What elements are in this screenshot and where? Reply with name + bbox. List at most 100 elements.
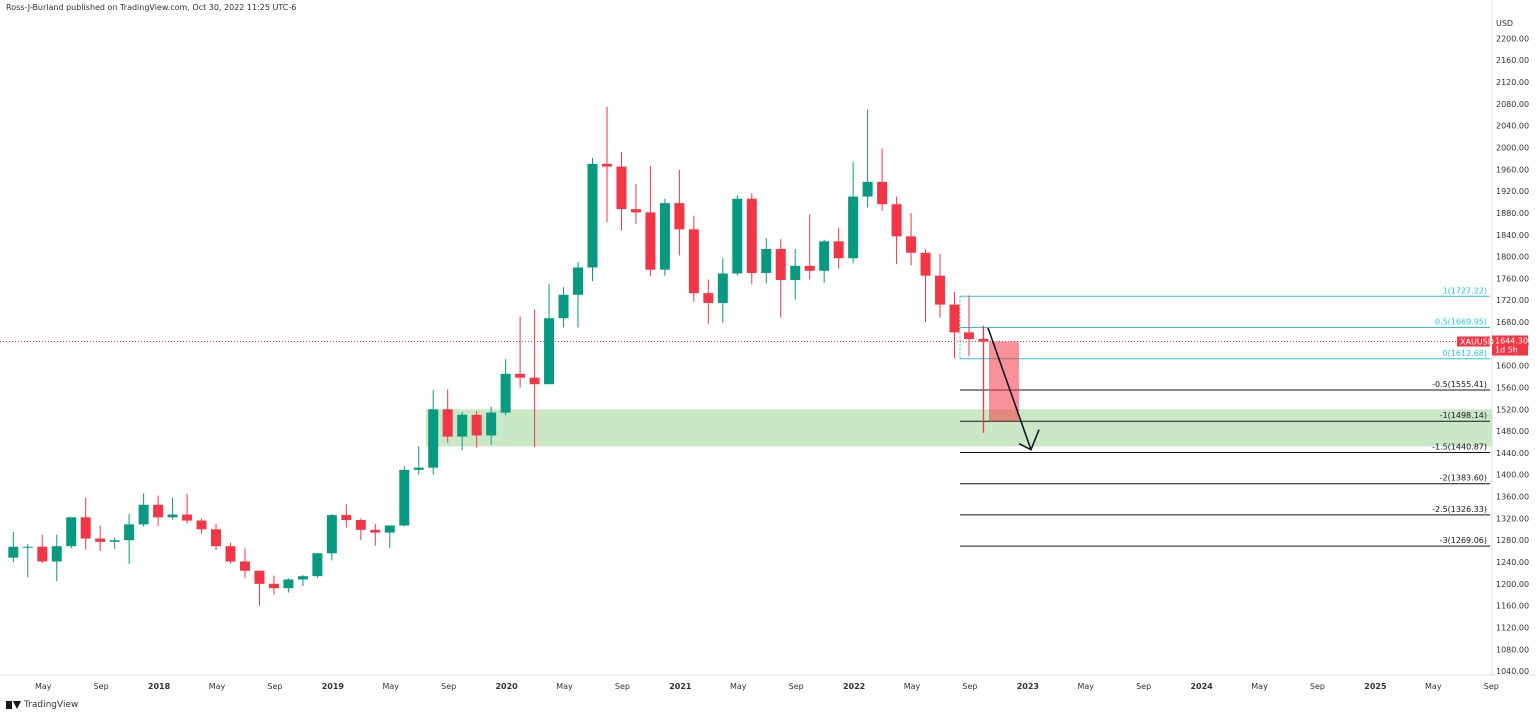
candle-body — [688, 229, 699, 294]
fib-level-label: -3(1269.06) — [1440, 536, 1487, 545]
candle-body — [920, 252, 931, 276]
x-tick-label: May — [556, 682, 573, 691]
candle-body — [211, 529, 222, 547]
y-tick-label: 2080.00 — [1496, 100, 1529, 109]
x-tick-label: 2018 — [148, 682, 171, 691]
fib-level-label: -2(1383.60) — [1440, 474, 1487, 483]
candle-body — [659, 203, 670, 270]
candle-body — [804, 265, 815, 271]
x-tick-label: Sep — [94, 682, 109, 691]
candle-body — [601, 163, 612, 167]
candle-body — [254, 570, 265, 584]
candle-body — [732, 198, 743, 274]
y-tick-label: 1440.00 — [1496, 449, 1529, 458]
candles-group — [8, 106, 989, 606]
projection-group[interactable] — [982, 325, 1040, 451]
tradingview-logo-icon — [6, 701, 21, 709]
x-tick-label: Sep — [1310, 682, 1325, 691]
candle-body — [399, 469, 410, 526]
candle-body — [544, 318, 555, 385]
y-tick-label: 1560.00 — [1496, 383, 1529, 392]
x-tick-label: May — [209, 682, 226, 691]
y-tick-label: 1160.00 — [1496, 602, 1529, 611]
candle-body — [761, 248, 772, 273]
fib-level-label: 1(1727.22) — [1443, 286, 1487, 295]
fib-level-label: 0.5(1669.95) — [1435, 318, 1487, 327]
price-badge-symbol: XAUUSD — [1460, 338, 1494, 347]
candle-body — [124, 524, 135, 541]
x-tick-label: Sep — [1484, 682, 1499, 691]
candle-body — [471, 414, 482, 436]
candle-body — [963, 332, 974, 339]
bearish-arrow-head — [1018, 429, 1040, 451]
y-tick-label: 2160.00 — [1496, 56, 1529, 65]
candle-body — [138, 504, 149, 525]
candle-body — [746, 198, 757, 273]
price-badge-bg — [1492, 335, 1528, 356]
x-tick-label: Sep — [962, 682, 977, 691]
candle-body — [949, 304, 960, 333]
candle-body — [703, 293, 714, 303]
candle-body — [283, 579, 294, 589]
x-tick-label: May — [1425, 682, 1442, 691]
fib-level-label: 0(1612.68) — [1443, 349, 1487, 358]
y-tick-label: 1400.00 — [1496, 471, 1529, 480]
currency-label: USD — [1496, 19, 1513, 28]
candle-body — [790, 265, 801, 281]
candle-body — [630, 209, 641, 213]
fib-level-label: -1.5(1440.87) — [1432, 442, 1487, 451]
support-zone — [426, 409, 1492, 447]
candle-body — [442, 409, 453, 437]
x-tick-label: 2024 — [1190, 682, 1213, 691]
y-tick-label: 1520.00 — [1496, 405, 1529, 414]
candle-body — [486, 412, 497, 436]
symbol-pill — [1457, 336, 1490, 347]
price-badge: XAUUSD 1644.30 1d 5h — [1457, 335, 1528, 356]
x-tick-label: Sep — [441, 682, 456, 691]
y-tick-label: 1720.00 — [1496, 296, 1529, 305]
candle-body — [326, 515, 337, 554]
candle-body — [297, 576, 308, 580]
x-tick-label: May — [382, 682, 399, 691]
y-tick-label: 1120.00 — [1496, 623, 1529, 632]
y-tick-label: 1880.00 — [1496, 209, 1529, 218]
candle-body — [891, 204, 902, 237]
x-tick-label: Sep — [789, 682, 804, 691]
candle-body — [384, 525, 395, 533]
x-tick-label: 2021 — [669, 682, 692, 691]
candle-body — [587, 163, 598, 268]
candle-body — [370, 529, 381, 533]
candle-body — [645, 212, 656, 270]
footer-brand: TradingView — [24, 700, 79, 710]
x-tick-label: Sep — [615, 682, 630, 691]
fib-level-label: -1(1498.14) — [1440, 411, 1487, 420]
x-tick-label: 2020 — [495, 682, 518, 691]
support-zone-group — [426, 409, 1492, 447]
y-tick-label: 1480.00 — [1496, 427, 1529, 436]
y-axis-ticks: 1040.00 1080.00 1120.00 1160.00 1200.00 1240.… — [1496, 34, 1529, 676]
y-tick-label: 1680.00 — [1496, 318, 1529, 327]
candle-body — [182, 514, 193, 521]
y-tick-label: 1080.00 — [1496, 645, 1529, 654]
x-tick-label: May — [1078, 682, 1095, 691]
candle-body — [66, 517, 77, 547]
candle-body — [355, 520, 366, 530]
candle-body — [573, 267, 584, 295]
fibonacci-levels-group[interactable]: 1(1727.22) 0.5(1669.95) 0(1612.68) -0.5(155… — [959, 286, 1490, 547]
x-tick-label: 2019 — [322, 682, 345, 691]
candle-body — [109, 540, 120, 542]
y-tick-label: 1960.00 — [1496, 165, 1529, 174]
candle-body — [457, 414, 468, 437]
y-tick-label: 2040.00 — [1496, 122, 1529, 131]
x-tick-label: 2025 — [1364, 682, 1387, 691]
candle-body — [848, 196, 859, 259]
candle-body — [341, 515, 352, 521]
y-tick-label: 1040.00 — [1496, 667, 1529, 676]
candle-body — [515, 373, 526, 378]
x-tick-label: May — [730, 682, 747, 691]
candle-body — [225, 546, 236, 562]
y-tick-label: 1920.00 — [1496, 187, 1529, 196]
bearish-arrow-line — [987, 327, 1032, 450]
y-tick-label: 1200.00 — [1496, 580, 1529, 589]
